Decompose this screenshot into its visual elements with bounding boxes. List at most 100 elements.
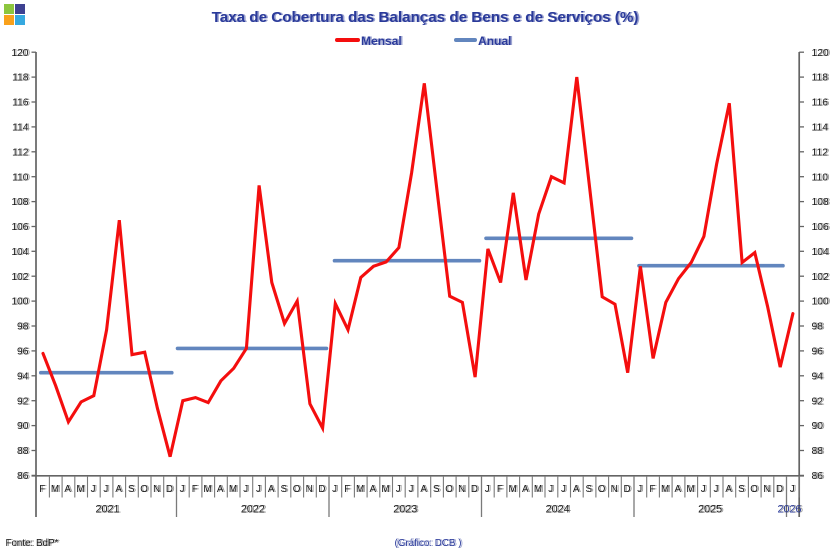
svg-text:M: M bbox=[686, 484, 694, 495]
svg-text:A: A bbox=[115, 484, 122, 495]
svg-text:116: 116 bbox=[812, 98, 829, 109]
svg-text:J: J bbox=[790, 484, 795, 495]
svg-text:J: J bbox=[713, 484, 718, 495]
svg-text:J: J bbox=[332, 484, 337, 495]
svg-text:J: J bbox=[180, 484, 185, 495]
svg-text:88: 88 bbox=[17, 446, 29, 457]
svg-text:J: J bbox=[548, 484, 553, 495]
svg-text:M: M bbox=[509, 484, 517, 495]
svg-text:M: M bbox=[76, 484, 84, 495]
svg-text:A: A bbox=[217, 484, 224, 495]
svg-text:N: N bbox=[611, 484, 618, 495]
svg-text:86: 86 bbox=[812, 471, 824, 482]
svg-text:100: 100 bbox=[11, 297, 28, 308]
svg-text:J: J bbox=[701, 484, 706, 495]
svg-text:2022: 2022 bbox=[241, 504, 265, 516]
svg-text:O: O bbox=[140, 484, 148, 495]
svg-text:94: 94 bbox=[17, 371, 29, 382]
svg-text:J: J bbox=[103, 484, 108, 495]
svg-text:102: 102 bbox=[812, 272, 829, 283]
svg-text:110: 110 bbox=[812, 172, 829, 183]
svg-text:116: 116 bbox=[12, 98, 29, 109]
svg-text:2023: 2023 bbox=[393, 504, 417, 516]
svg-text:108: 108 bbox=[812, 197, 829, 208]
svg-text:2021: 2021 bbox=[95, 504, 119, 516]
svg-text:J: J bbox=[396, 484, 401, 495]
svg-text:S: S bbox=[738, 484, 745, 495]
svg-text:F: F bbox=[344, 484, 350, 495]
svg-text:O: O bbox=[598, 484, 606, 495]
svg-text:D: D bbox=[776, 484, 783, 495]
svg-text:N: N bbox=[153, 484, 160, 495]
svg-text:90: 90 bbox=[812, 421, 824, 432]
svg-text:A: A bbox=[675, 484, 682, 495]
svg-text:A: A bbox=[420, 484, 427, 495]
svg-text:J: J bbox=[561, 484, 566, 495]
svg-text:N: N bbox=[763, 484, 770, 495]
svg-text:104: 104 bbox=[11, 247, 28, 258]
svg-text:O: O bbox=[445, 484, 453, 495]
svg-text:D: D bbox=[318, 484, 325, 495]
svg-text:D: D bbox=[471, 484, 478, 495]
svg-text:A: A bbox=[370, 484, 377, 495]
svg-text:88: 88 bbox=[812, 446, 824, 457]
svg-text:96: 96 bbox=[812, 347, 824, 358]
svg-text:F: F bbox=[192, 484, 198, 495]
svg-text:98: 98 bbox=[17, 322, 29, 333]
svg-text:108: 108 bbox=[11, 197, 28, 208]
svg-text:92: 92 bbox=[17, 396, 29, 407]
svg-text:S: S bbox=[586, 484, 593, 495]
svg-text:O: O bbox=[750, 484, 758, 495]
svg-text:90: 90 bbox=[17, 421, 29, 432]
svg-text:M: M bbox=[661, 484, 669, 495]
svg-text:M: M bbox=[229, 484, 237, 495]
svg-text:J: J bbox=[485, 484, 490, 495]
svg-text:D: D bbox=[166, 484, 173, 495]
svg-text:O: O bbox=[293, 484, 301, 495]
svg-text:S: S bbox=[128, 484, 135, 495]
svg-text:J: J bbox=[637, 484, 642, 495]
svg-text:114: 114 bbox=[12, 123, 29, 134]
svg-text:M: M bbox=[356, 484, 364, 495]
svg-text:118: 118 bbox=[812, 73, 829, 84]
svg-text:86: 86 bbox=[17, 471, 29, 482]
svg-text:N: N bbox=[458, 484, 465, 495]
svg-text:M: M bbox=[51, 484, 59, 495]
svg-text:98: 98 bbox=[812, 322, 824, 333]
svg-text:2024: 2024 bbox=[546, 504, 570, 516]
svg-text:114: 114 bbox=[812, 123, 829, 134]
svg-text:92: 92 bbox=[812, 396, 824, 407]
svg-text:D: D bbox=[623, 484, 630, 495]
svg-text:M: M bbox=[381, 484, 389, 495]
svg-text:112: 112 bbox=[812, 147, 829, 158]
svg-text:F: F bbox=[497, 484, 503, 495]
svg-text:118: 118 bbox=[12, 73, 29, 84]
svg-text:A: A bbox=[64, 484, 71, 495]
svg-text:F: F bbox=[649, 484, 655, 495]
svg-text:N: N bbox=[306, 484, 313, 495]
svg-text:110: 110 bbox=[12, 172, 29, 183]
svg-text:J: J bbox=[243, 484, 248, 495]
svg-text:104: 104 bbox=[812, 247, 829, 258]
svg-text:S: S bbox=[281, 484, 288, 495]
svg-text:94: 94 bbox=[812, 371, 824, 382]
svg-text:106: 106 bbox=[11, 222, 28, 233]
svg-text:106: 106 bbox=[812, 222, 829, 233]
svg-text:102: 102 bbox=[11, 272, 28, 283]
svg-text:S: S bbox=[433, 484, 440, 495]
svg-text:A: A bbox=[725, 484, 732, 495]
svg-text:112: 112 bbox=[12, 147, 29, 158]
svg-text:F: F bbox=[39, 484, 45, 495]
svg-text:2025: 2025 bbox=[698, 504, 722, 516]
svg-text:2026: 2026 bbox=[777, 504, 801, 516]
svg-text:M: M bbox=[203, 484, 211, 495]
svg-text:A: A bbox=[522, 484, 529, 495]
svg-text:J: J bbox=[91, 484, 96, 495]
svg-text:J: J bbox=[408, 484, 413, 495]
svg-text:100: 100 bbox=[812, 297, 829, 308]
svg-text:A: A bbox=[268, 484, 275, 495]
svg-text:J: J bbox=[256, 484, 261, 495]
svg-text:120: 120 bbox=[11, 48, 28, 59]
svg-text:96: 96 bbox=[17, 347, 29, 358]
svg-text:A: A bbox=[573, 484, 580, 495]
